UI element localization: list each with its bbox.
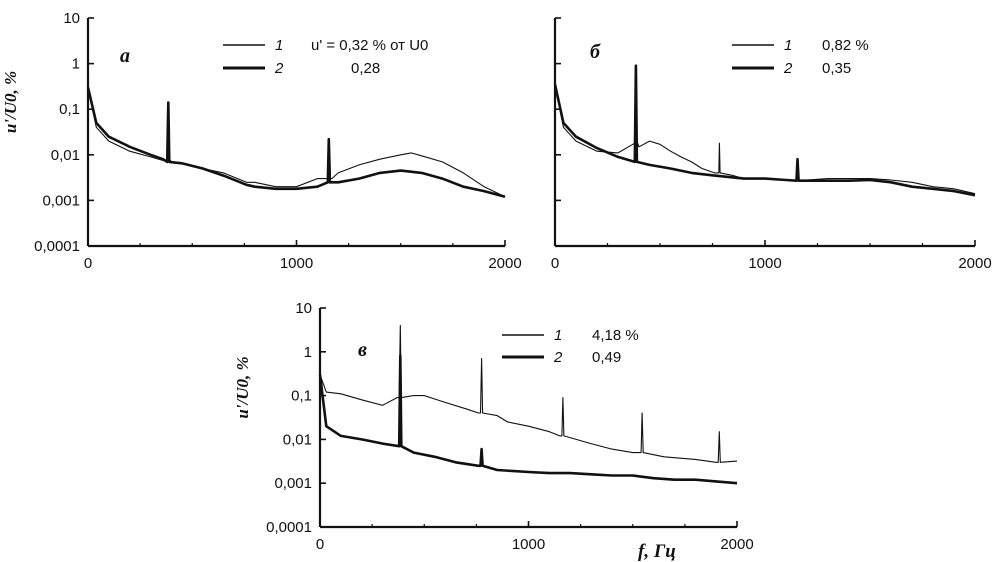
y-tick-label: 0,01	[51, 147, 80, 164]
y-axis-label: u'/U0, %	[233, 356, 252, 418]
panel-1: 0 1000 2000 10 1 0,1 0,01 0,001 0,0001 a 1 u' = 0,3…	[1, 10, 522, 272]
x-tick-label: 1000	[280, 255, 313, 272]
x-tick-label: 2000	[488, 255, 521, 272]
panel-letter: б	[590, 41, 601, 63]
legend-value: 0,35	[822, 60, 851, 77]
y-tick-label: 1	[304, 344, 312, 361]
legend-value: u' = 0,32 % от U0	[311, 37, 428, 54]
y-tick-label: 0,001	[42, 192, 80, 209]
series-1-line	[87, 87, 506, 198]
legend-value: 0,28	[351, 60, 380, 77]
series-1-line	[319, 324, 738, 463]
x-tick-label: 0	[84, 255, 92, 272]
x-tick-label: 0	[316, 536, 324, 553]
y-tick-label: 10	[63, 10, 80, 27]
y-tick-label: 0,0001	[34, 238, 80, 255]
y-tick-label: 10	[295, 300, 312, 317]
x-tick-label: 0	[551, 255, 559, 272]
panel-letter: в	[358, 339, 367, 361]
y-tick-label: 1	[72, 56, 80, 73]
y-axis-label: u'/U0, %	[1, 71, 20, 133]
x-tick-label: 1000	[512, 536, 545, 553]
legend-number: 2	[274, 60, 284, 77]
legend-value: 0,82 %	[822, 37, 869, 54]
y-tick-label: 0,1	[59, 101, 80, 118]
x-axis-label: f, Гц	[638, 541, 676, 562]
panel-letter: a	[120, 45, 130, 67]
y-tick-label: 0,0001	[266, 519, 312, 536]
legend-number: 2	[783, 60, 793, 77]
legend-value: 0,49	[592, 349, 621, 366]
x-tick-label: 2000	[720, 536, 753, 553]
series-2-line	[86, 87, 506, 199]
y-tick-label: 0,001	[274, 475, 312, 492]
series-2-line	[318, 354, 738, 485]
legend-number: 1	[275, 37, 283, 54]
series-2-line	[553, 64, 976, 197]
panel-2: 0 1000 2000 б 1 0,82 % 2 0,35	[551, 17, 992, 272]
x-tick-label: 2000	[958, 255, 991, 272]
y-tick-label: 0,01	[283, 431, 312, 448]
legend-value: 4,18 %	[592, 327, 639, 344]
legend-number: 1	[784, 37, 792, 54]
y-tick-label: 0,1	[291, 388, 312, 405]
series-1-line	[554, 84, 976, 195]
panel-3: 0 1000 2000 10 1 0,1 0,01 0,001 0,0001 в 1 4,18 % 2 0…	[233, 300, 754, 562]
legend-number: 2	[553, 349, 563, 366]
x-tick-label: 1000	[748, 255, 781, 272]
legend-number: 1	[554, 327, 562, 344]
